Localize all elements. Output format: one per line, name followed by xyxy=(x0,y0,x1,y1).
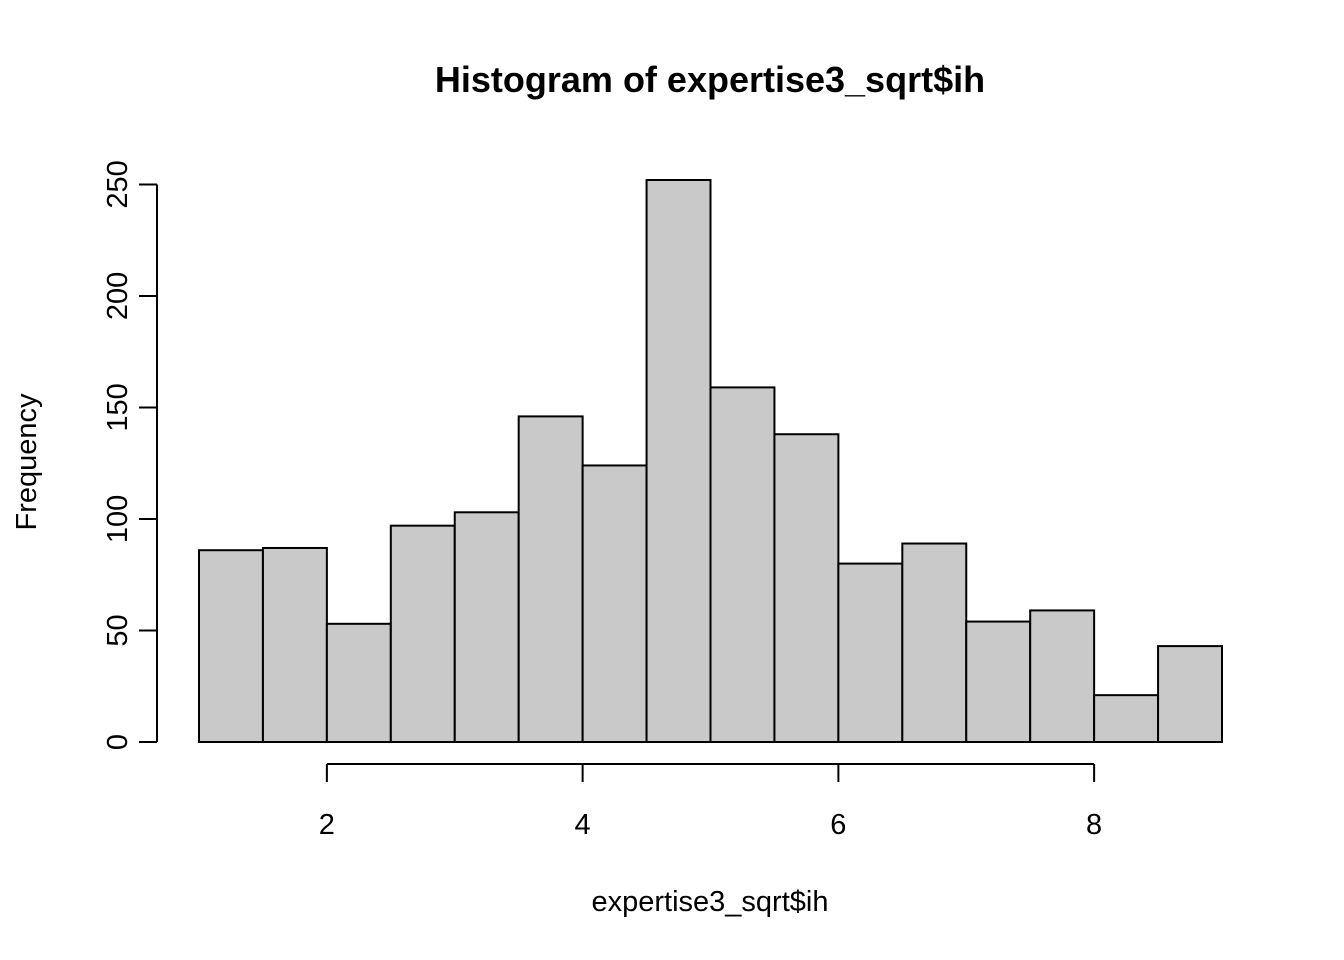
x-tick-label: 4 xyxy=(575,809,591,841)
y-tick-label: 200 xyxy=(102,272,134,320)
y-tick-label: 150 xyxy=(102,383,134,431)
chart-title: Histogram of expertise3_sqrt$ih xyxy=(435,59,985,100)
bars-group xyxy=(198,179,1223,744)
x-tick-label: 8 xyxy=(1086,809,1102,841)
histogram-bar xyxy=(325,622,392,743)
x-axis: 2 4 6 8 xyxy=(319,763,1102,841)
y-tick-label: 250 xyxy=(102,160,134,208)
y-tick-label: 50 xyxy=(102,614,134,646)
x-axis-label: expertise3_sqrt$ih xyxy=(592,886,829,918)
y-axis: 0 50 100 150 200 250 xyxy=(102,160,158,750)
histogram-bar xyxy=(453,511,520,743)
histogram-bar xyxy=(709,386,776,743)
x-tick-label: 2 xyxy=(319,809,335,841)
histogram-bar xyxy=(198,549,264,744)
histogram-bar xyxy=(901,542,968,743)
histogram-bar xyxy=(517,415,584,743)
histogram-bar xyxy=(389,524,456,744)
y-axis-label: Frequency xyxy=(11,393,43,531)
x-tick-label: 6 xyxy=(830,809,846,841)
histogram-bar xyxy=(261,546,328,743)
histogram-bar xyxy=(645,179,712,743)
histogram-bar xyxy=(1029,609,1096,744)
histogram-bar xyxy=(581,464,648,743)
histogram-bar xyxy=(1093,694,1160,744)
y-tick-label: 0 xyxy=(102,734,134,750)
histogram-bar xyxy=(773,433,840,743)
histogram-bar xyxy=(1157,645,1223,743)
histogram-bar xyxy=(837,562,904,743)
y-tick-label: 100 xyxy=(102,495,134,543)
histogram-bar xyxy=(965,620,1032,743)
